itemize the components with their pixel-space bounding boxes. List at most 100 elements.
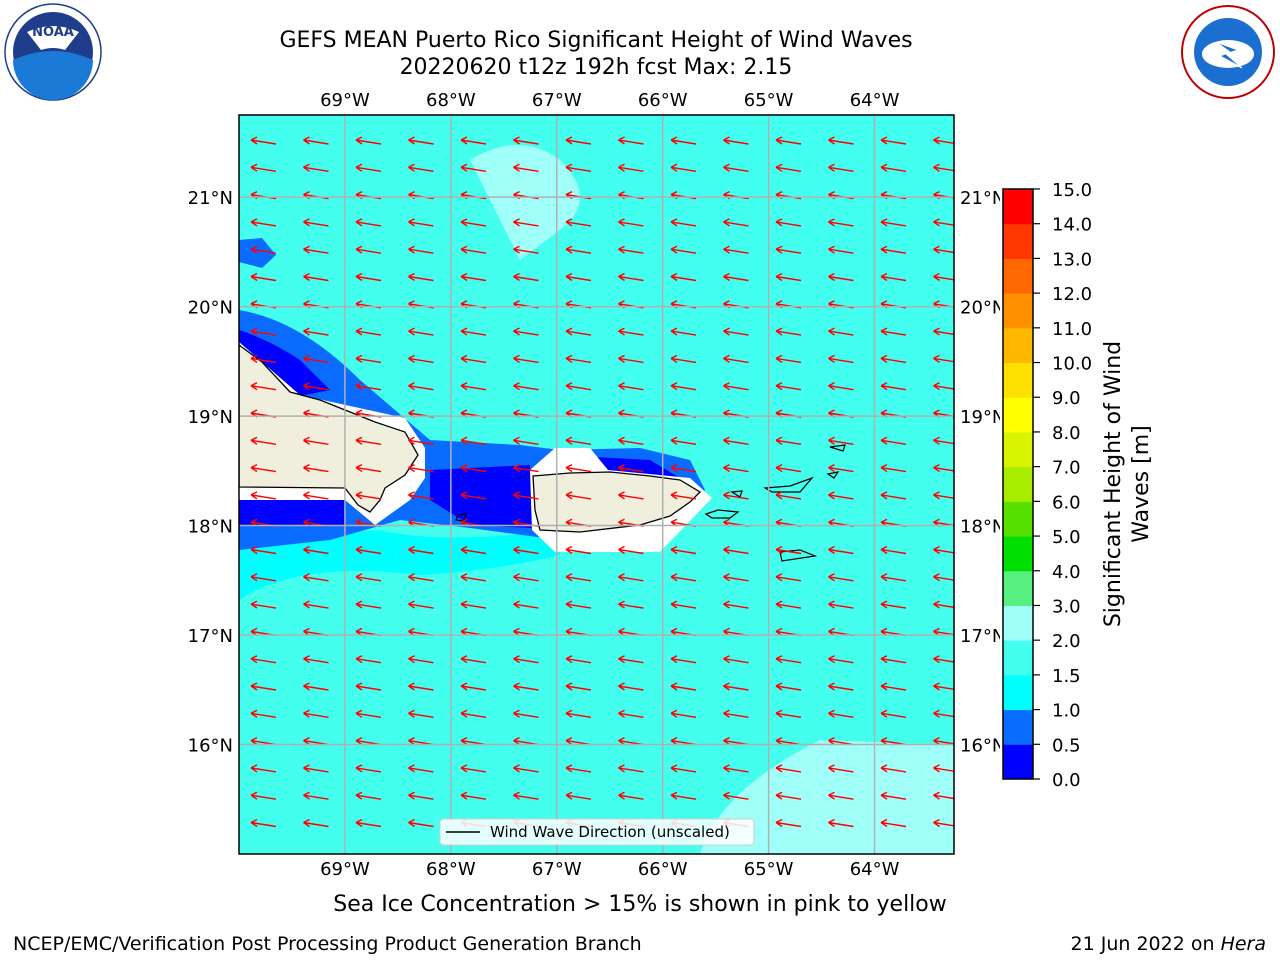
wind-arrow bbox=[303, 709, 329, 718]
wind-arrow bbox=[250, 600, 277, 609]
colorbar-tick-label: 11.0 bbox=[1052, 319, 1092, 340]
wind-arrow bbox=[933, 764, 954, 773]
wind-arrow bbox=[250, 491, 277, 500]
colorbar-cell bbox=[1003, 709, 1033, 745]
wind-arrow bbox=[723, 245, 749, 254]
wind-arrow bbox=[565, 163, 592, 172]
wind-arrow bbox=[933, 218, 954, 227]
colorbar-cell bbox=[1003, 397, 1033, 433]
wind-arrow bbox=[250, 463, 277, 473]
wind-arrow bbox=[723, 218, 749, 227]
wind-arrow bbox=[250, 545, 277, 555]
wind-arrow bbox=[513, 354, 539, 364]
wind-arrow bbox=[250, 764, 277, 773]
wind-arrow bbox=[513, 655, 539, 664]
lat-tick-left: 18°N bbox=[188, 517, 233, 538]
lon-tick-bottom: 64°W bbox=[850, 859, 900, 880]
wind-arrow bbox=[880, 327, 907, 336]
wind-arrow bbox=[723, 600, 749, 609]
wind-arrow bbox=[618, 764, 644, 773]
colorbar-cell bbox=[1003, 189, 1033, 225]
wind-arrow bbox=[933, 136, 954, 145]
wind-arrow bbox=[513, 573, 539, 582]
wind-arrow bbox=[828, 272, 854, 282]
nws-logo bbox=[1181, 5, 1275, 99]
wind-arrow bbox=[303, 463, 329, 473]
wind-arrow bbox=[933, 600, 954, 609]
chart-title-line1: GEFS MEAN Puerto Rico Significant Height… bbox=[279, 28, 913, 53]
lat-tick-left: 17°N bbox=[188, 626, 233, 647]
wind-arrow bbox=[880, 545, 907, 555]
wind-arrow bbox=[723, 709, 749, 718]
wind-arrow bbox=[828, 682, 854, 691]
wind-arrow bbox=[828, 818, 854, 828]
wind-arrow bbox=[513, 682, 539, 691]
wind-arrow bbox=[565, 764, 592, 773]
colorbar-cell bbox=[1003, 674, 1033, 711]
colorbar-tick-label: 13.0 bbox=[1052, 249, 1092, 270]
wind-arrow bbox=[670, 354, 697, 364]
wind-arrow bbox=[250, 573, 277, 582]
colorbar-cell bbox=[1003, 744, 1033, 780]
colorbar-label-line2: Waves [m] bbox=[1129, 425, 1154, 543]
lon-tick-top: 65°W bbox=[744, 90, 794, 111]
wind-arrow bbox=[250, 354, 277, 364]
wind-arrow bbox=[828, 382, 854, 391]
colorbar-tick-label: 1.5 bbox=[1052, 666, 1081, 687]
wind-arrow bbox=[460, 354, 487, 364]
wind-arrow bbox=[880, 818, 907, 828]
wind-arrow bbox=[933, 436, 954, 445]
wind-arrow bbox=[933, 791, 954, 800]
wind-arrow bbox=[670, 218, 697, 227]
wind-arrow bbox=[250, 218, 277, 227]
colorbar-cell bbox=[1003, 293, 1033, 329]
wind-arrow bbox=[250, 709, 277, 718]
wind-arrow bbox=[565, 272, 592, 282]
wind-arrow bbox=[408, 245, 434, 254]
wind-arrow bbox=[880, 382, 907, 391]
wind-arrow bbox=[513, 545, 539, 555]
wind-arrow bbox=[565, 327, 592, 336]
wind-arrow bbox=[565, 709, 592, 718]
wind-arrow bbox=[670, 791, 697, 800]
lon-tick-top: 68°W bbox=[426, 90, 476, 111]
wind-arrow bbox=[303, 218, 329, 227]
wind-arrow bbox=[618, 136, 644, 145]
map-frame bbox=[238, 114, 955, 855]
wind-arrow bbox=[513, 436, 539, 445]
wind-arrow bbox=[670, 682, 697, 691]
wind-arrow bbox=[618, 791, 644, 800]
wind-arrow bbox=[250, 382, 277, 391]
wind-arrow bbox=[303, 818, 329, 828]
wind-arrow bbox=[408, 791, 434, 800]
land-puerto-rico bbox=[532, 471, 702, 533]
wind-arrow bbox=[565, 136, 592, 145]
wind-arrow bbox=[513, 382, 539, 391]
wind-arrow bbox=[618, 491, 644, 500]
lon-tick-top: 69°W bbox=[320, 90, 370, 111]
wind-arrow bbox=[775, 136, 802, 145]
colorbar-cell bbox=[1003, 605, 1033, 641]
wind-arrow bbox=[880, 600, 907, 609]
wind-arrow bbox=[460, 327, 487, 336]
wind-arrow bbox=[775, 163, 802, 172]
wind-arrow bbox=[723, 436, 749, 445]
lat-tick-right: 19°N bbox=[960, 407, 1000, 428]
wind-arrow bbox=[460, 709, 487, 718]
islands-small bbox=[455, 444, 846, 522]
wind-arrow bbox=[250, 327, 277, 336]
wind-arrow bbox=[775, 791, 802, 800]
wind-arrow bbox=[670, 655, 697, 664]
wind-arrow bbox=[880, 463, 907, 473]
wind-arrow bbox=[880, 354, 907, 364]
colorbar: 15.0 14.0 13.0 12.0 11.0 10.0 9.0 8.0 7.0 6.0 5.0 4… bbox=[1002, 180, 1092, 791]
wind-arrow bbox=[670, 764, 697, 773]
wind-arrow bbox=[880, 163, 907, 172]
lat-tick-left: 20°N bbox=[188, 298, 233, 319]
colorbar-tick-label: 9.0 bbox=[1052, 388, 1081, 409]
wind-arrow bbox=[670, 545, 697, 555]
wind-arrow bbox=[250, 436, 277, 445]
wind-arrow bbox=[565, 218, 592, 227]
wind-arrow bbox=[880, 218, 907, 227]
wind-arrow bbox=[355, 136, 382, 145]
